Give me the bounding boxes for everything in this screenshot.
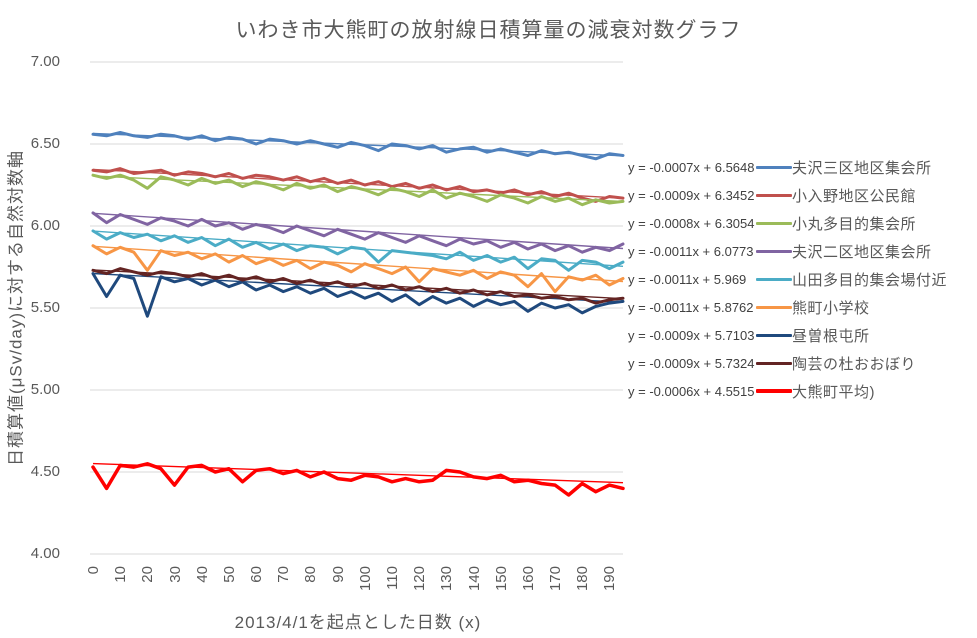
legend-item[interactable]: y = -0.0009x + 6.3452 小入野地区公民館	[628, 181, 947, 209]
legend-line-swatch	[756, 193, 792, 197]
legend-label: 陶芸の杜おおぼり	[792, 355, 917, 373]
series-line[interactable]	[91, 211, 625, 254]
trendline-equation: y = -0.0009x + 6.3452	[628, 187, 755, 203]
legend-line-swatch	[756, 221, 792, 225]
legend-item[interactable]: y = -0.0007x + 6.5648 夫沢三区地区集会所	[628, 153, 947, 181]
legend-item[interactable]: y = -0.0008x + 6.3054 小丸多目的集会所	[628, 209, 947, 237]
legend-line-swatch	[756, 249, 792, 253]
series-line[interactable]	[91, 462, 625, 497]
legend-item[interactable]: y = -0.0011x + 6.0773 夫沢二区地区集会所	[628, 237, 947, 265]
legend-item[interactable]: y = -0.0006x + 4.5515 大熊町平均)	[628, 377, 947, 405]
series-line[interactable]	[91, 272, 625, 318]
legend-label: 山田多目的集会場付近	[792, 271, 948, 289]
legend-label: 小入野地区公民館	[792, 187, 917, 205]
legend-item[interactable]: y = -0.0009x + 5.7103 昼曽根屯所	[628, 321, 947, 349]
trendline-equation: y = -0.0006x + 4.5515	[628, 383, 755, 399]
series-line[interactable]	[91, 244, 625, 294]
legend-label: 夫沢二区地区集会所	[792, 243, 932, 261]
legend-line-swatch	[756, 305, 792, 309]
trendline[interactable]	[92, 269, 624, 300]
legend-label: 昼曽根屯所	[792, 327, 870, 345]
trendline[interactable]	[92, 462, 624, 484]
legend-line-swatch	[756, 277, 792, 281]
legend-label: 熊町小学校	[792, 299, 870, 317]
trendline-equation: y = -0.0008x + 6.3054	[628, 215, 755, 231]
trendline-equation: y = -0.0011x + 6.0773	[628, 243, 754, 259]
trendline[interactable]	[92, 175, 624, 203]
x-axis-title: 2013/4/1を起点とした日数 (x)	[234, 613, 482, 632]
trendline[interactable]	[92, 132, 624, 157]
legend-label: 小丸多目的集会所	[792, 215, 917, 233]
trendline[interactable]	[92, 245, 624, 283]
trendline[interactable]	[92, 168, 624, 199]
chart-title: いわき市大熊町の放射線日積算量の減衰対数グラフ	[235, 19, 742, 42]
legend-item[interactable]: y = -0.0009x + 5.7324 陶芸の杜おおぼり	[628, 349, 947, 377]
legend-line-swatch	[756, 333, 792, 337]
legend-item[interactable]: y = -0.0011x + 5.969 山田多目的集会場付近	[628, 265, 947, 293]
trendline-equation: y = -0.0007x + 6.5648	[628, 159, 755, 175]
trendline-equation: y = -0.0011x + 5.8762	[628, 299, 754, 315]
legend-line-swatch	[756, 165, 792, 169]
legend-label: 大熊町平均)	[792, 383, 875, 401]
legend-line-swatch	[756, 361, 792, 365]
legend-label: 夫沢三区地区集会所	[792, 159, 932, 177]
legend-line-swatch	[756, 389, 792, 393]
trendline[interactable]	[92, 212, 624, 250]
trendline-equation: y = -0.0011x + 5.969	[628, 271, 747, 287]
legend-item[interactable]: y = -0.0011x + 5.8762 熊町小学校	[628, 293, 947, 321]
legend: y = -0.0007x + 6.5648 夫沢三区地区集会所 y = -0.000…	[628, 153, 947, 405]
trendline[interactable]	[92, 230, 624, 267]
trendline-equation: y = -0.0009x + 5.7103	[628, 327, 755, 343]
trendline-equation: y = -0.0009x + 5.7324	[628, 355, 755, 371]
